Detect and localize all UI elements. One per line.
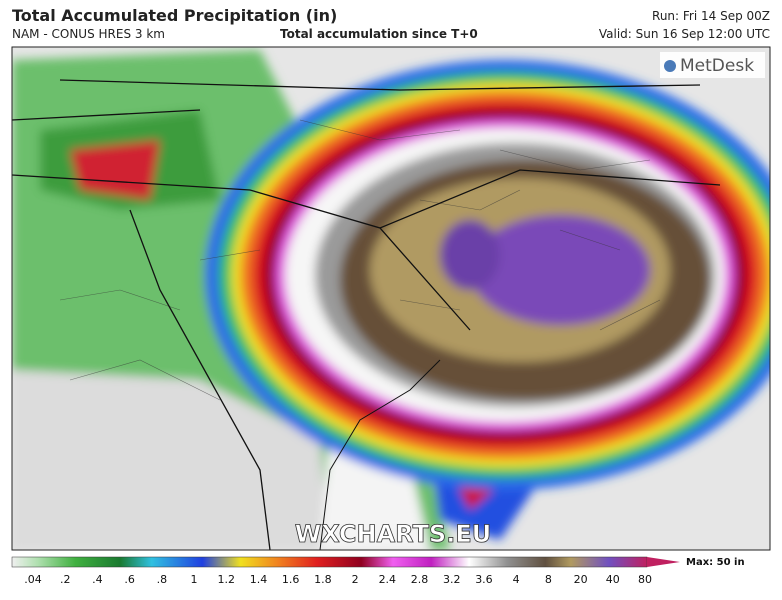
colorbar-label: .6	[124, 573, 135, 586]
coastline	[319, 359, 441, 550]
map-frame	[11, 46, 771, 551]
run-time: Run: Fri 14 Sep 00Z	[652, 9, 770, 23]
county-line	[59, 119, 661, 401]
colorbar-label: 80	[638, 573, 652, 586]
colorbar-label: .04	[24, 573, 42, 586]
logo-icon	[664, 60, 676, 72]
colorbar-label: 2	[352, 573, 359, 586]
colorbar-label: 1.6	[282, 573, 300, 586]
mountain-core	[70, 140, 160, 200]
colorbar	[11, 556, 648, 568]
colorbar-label: 3.6	[475, 573, 493, 586]
max-label: Max: 50 in	[686, 557, 745, 568]
precip-shapes	[12, 50, 770, 550]
subtitle: Total accumulation since T+0	[280, 27, 478, 41]
colorbar-label: 1.2	[218, 573, 236, 586]
precip-field	[12, 47, 770, 550]
colorbar-label: 1.8	[314, 573, 332, 586]
county-lines	[59, 119, 661, 401]
colorbar-label: 2.4	[379, 573, 397, 586]
colorbar-label: 1	[191, 573, 198, 586]
state-line	[12, 109, 201, 121]
colorbar-label: 1.4	[250, 573, 268, 586]
title: Total Accumulated Precipitation (in)	[12, 6, 338, 25]
state-line	[129, 209, 271, 550]
colorbar-label: 4	[513, 573, 520, 586]
model: NAM - CONUS HRES 3 km	[12, 27, 165, 41]
colorbar-label: .8	[157, 573, 168, 586]
state-line	[12, 174, 471, 331]
state-line	[379, 169, 721, 229]
valid-time: Valid: Sun 16 Sep 12:00 UTC	[598, 27, 770, 41]
state-lines	[12, 79, 721, 550]
core-purple-2	[440, 220, 500, 290]
colorbar-label: 8	[545, 573, 552, 586]
core-purple	[470, 215, 650, 325]
logo: MetDesk	[660, 52, 765, 78]
watermark: WXCHARTS.EU	[295, 520, 491, 548]
state-line	[59, 79, 701, 91]
colorbar-arrow	[647, 557, 680, 567]
colorbar-label: .2	[60, 573, 71, 586]
logo-text: MetDesk	[680, 56, 754, 76]
colorbar-label: 20	[574, 573, 588, 586]
colorbar-label: 2.8	[411, 573, 429, 586]
colorbar-labels: .04 .2 .4 .6 .8 1 1.2 1.4 1.6 1.8 2 2.4 2.8 3.2 3.6 4 8 2…	[24, 573, 652, 586]
light-area	[12, 370, 330, 550]
colorbar-label: 3.2	[443, 573, 461, 586]
colorbar-label: 40	[606, 573, 620, 586]
colorbar-label: .4	[92, 573, 103, 586]
logo-box	[660, 52, 765, 78]
